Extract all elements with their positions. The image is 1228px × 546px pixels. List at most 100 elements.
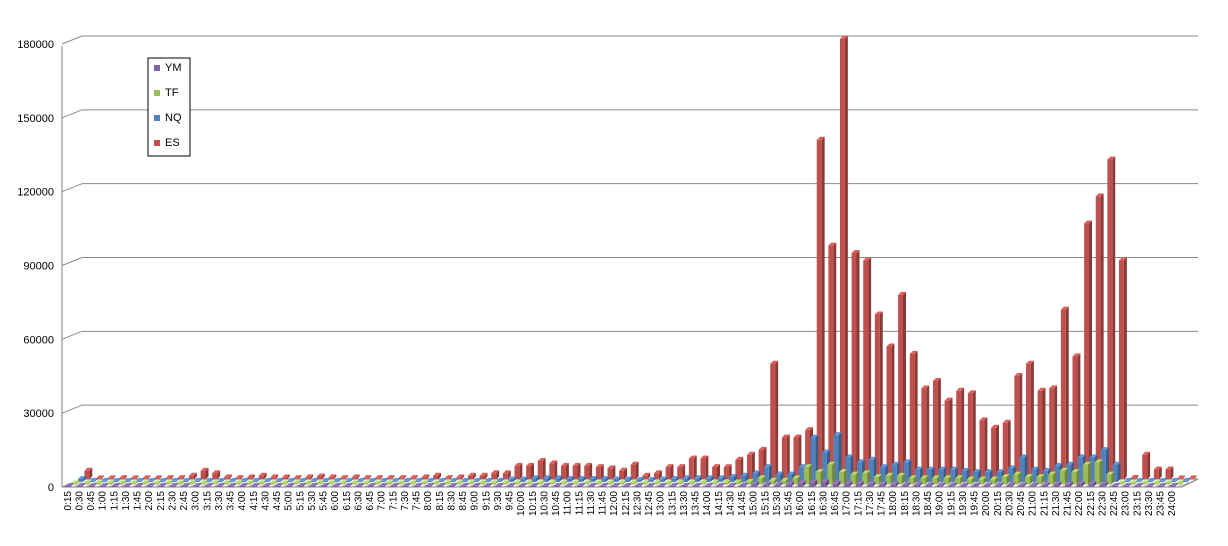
bar-top — [909, 350, 918, 354]
bar-tf — [1094, 459, 1103, 485]
x-tick-label: 1:45 — [133, 491, 144, 511]
bar-front — [398, 478, 404, 480]
bar-nq — [333, 477, 342, 482]
bar-front — [83, 483, 89, 485]
x-tick-label: 7:15 — [388, 491, 399, 511]
bar-front — [584, 465, 590, 480]
bar-top — [536, 480, 545, 484]
bar-es — [1002, 419, 1011, 480]
bar-front — [669, 486, 675, 487]
bar-side — [571, 475, 575, 482]
bar-ym — [65, 483, 74, 487]
x-tick-label: 8:00 — [423, 491, 434, 511]
bar-ym — [565, 483, 574, 487]
bar-top — [634, 483, 643, 486]
bar-nq — [264, 477, 272, 482]
bar-tf — [397, 480, 406, 485]
bar-side — [1157, 480, 1161, 485]
bar-front — [478, 483, 484, 485]
bar-top — [339, 480, 347, 484]
bar-nq — [670, 475, 679, 482]
bar-ym — [228, 483, 237, 487]
bar-side — [1169, 480, 1173, 485]
bar-es — [107, 475, 116, 480]
bar-side — [88, 480, 92, 485]
bar-top — [705, 475, 714, 479]
bar-top — [828, 242, 837, 246]
bar-side — [953, 482, 957, 487]
bar-tf — [304, 480, 313, 485]
bar-side — [360, 483, 364, 487]
bar-front — [972, 485, 978, 487]
bar-front — [740, 475, 746, 482]
bar-side — [565, 462, 569, 480]
x-tick-label: 23:30 — [1144, 491, 1155, 516]
bar-front — [758, 449, 764, 480]
bar-ym — [123, 483, 132, 487]
bar-side — [768, 464, 772, 482]
bar-side — [825, 479, 829, 487]
bar-tf — [827, 461, 836, 485]
bar-side — [1134, 480, 1138, 485]
bar-side — [187, 477, 191, 482]
bar-top — [507, 483, 516, 486]
bar-top — [669, 483, 678, 486]
bar-side — [124, 475, 128, 480]
bar-ym — [634, 483, 643, 487]
bar-side — [309, 480, 313, 485]
x-tick-label: 22:45 — [1109, 491, 1120, 516]
bar-side — [733, 474, 737, 482]
bar-side — [227, 480, 231, 485]
bar-top — [991, 424, 1000, 428]
bar-top — [948, 482, 957, 486]
bar-front — [483, 486, 489, 487]
x-tick-label: 7:45 — [412, 491, 423, 511]
bar-side — [186, 483, 190, 487]
bar-es — [1095, 193, 1104, 480]
bar-es — [526, 462, 535, 480]
bar-front — [839, 38, 845, 480]
bar-side — [651, 483, 655, 487]
bar-top — [1049, 385, 1058, 389]
bar-es — [584, 462, 593, 480]
bar-side — [506, 480, 510, 485]
bar-es — [328, 474, 337, 480]
x-tick-label: 0:45 — [86, 491, 97, 511]
bar-top — [943, 475, 952, 479]
bar-top — [479, 472, 488, 476]
bar-top — [1065, 481, 1074, 485]
bar-es — [863, 257, 872, 480]
bar-nq — [682, 475, 691, 482]
bar-es — [991, 424, 1000, 480]
bar-top — [717, 475, 726, 479]
bar-side — [657, 480, 661, 485]
bar-side — [100, 475, 104, 480]
bar-top — [1072, 353, 1081, 357]
bar-top — [496, 477, 505, 481]
bar-side — [536, 475, 540, 482]
bar-tf — [339, 480, 347, 485]
bar-side — [815, 434, 819, 482]
bar-ym — [1123, 483, 1132, 487]
x-tick-label: 16:15 — [807, 491, 818, 516]
bar-top — [1123, 483, 1132, 486]
bar-side — [856, 249, 860, 480]
bar-top — [1048, 471, 1057, 475]
x-tick-label: 0:30 — [74, 491, 85, 511]
bar-side — [303, 477, 307, 482]
bar-top — [1164, 480, 1173, 484]
bar-tf — [362, 480, 371, 485]
x-tick-label: 23:15 — [1132, 491, 1143, 516]
bar-side — [577, 462, 581, 480]
bar-front — [448, 486, 454, 487]
bar-top — [820, 479, 829, 483]
bar-front — [944, 400, 950, 480]
bar-front — [340, 478, 346, 480]
bar-front — [804, 467, 809, 485]
bar-top — [438, 477, 447, 481]
bar-tf — [71, 480, 80, 485]
bar-front — [146, 486, 152, 487]
bar-tf — [641, 480, 650, 485]
bar-front — [634, 486, 640, 487]
